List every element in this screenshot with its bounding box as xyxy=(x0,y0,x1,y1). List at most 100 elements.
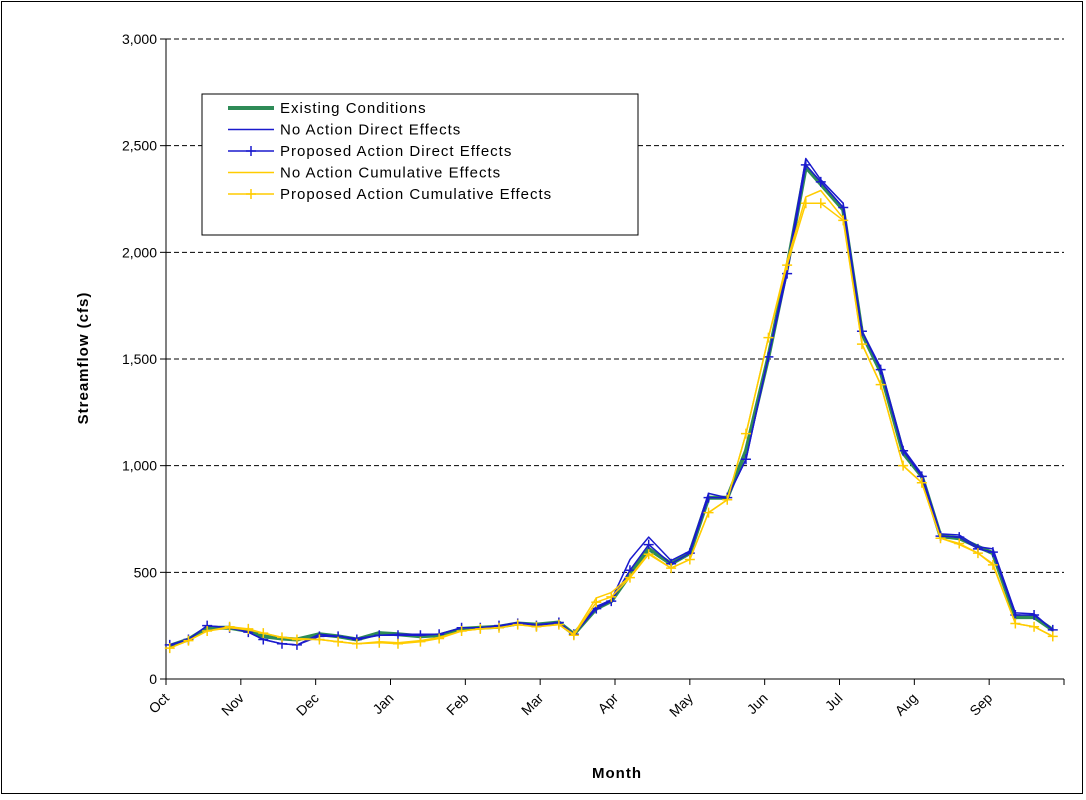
data-point-marker xyxy=(568,630,579,641)
data-point-marker xyxy=(512,619,523,630)
x-tick-label: Sep xyxy=(966,690,995,719)
legend-label: No Action Cumulative Effects xyxy=(280,165,501,182)
data-point-marker xyxy=(935,533,946,544)
legend-items: Existing Conditions No Action Direct Effe… xyxy=(228,100,552,203)
data-point-marker xyxy=(856,326,867,337)
y-tick-label: 3,000 xyxy=(122,31,157,47)
data-point-marker xyxy=(763,332,774,343)
data-point-marker xyxy=(434,633,445,644)
legend-marker xyxy=(246,189,256,199)
data-point-marker xyxy=(815,198,826,209)
data-point-marker xyxy=(722,494,733,505)
data-point-marker xyxy=(624,572,635,583)
data-point-marker xyxy=(591,597,602,608)
data-point-marker xyxy=(954,538,965,549)
data-point-marker xyxy=(838,215,849,226)
data-point-marker xyxy=(1029,621,1040,632)
data-point-marker xyxy=(898,460,909,471)
data-point-marker xyxy=(898,445,909,456)
data-point-marker xyxy=(475,623,486,634)
data-point-marker xyxy=(740,428,751,439)
data-point-marker xyxy=(531,621,542,632)
x-tick-label: Jan xyxy=(369,690,396,717)
x-tick-labels: Oct Nov Dec Jan Feb Mar Apr May Jun Jul Aug Sep xyxy=(145,690,995,720)
x-tick-label: Oct xyxy=(145,690,172,717)
data-point-marker xyxy=(291,634,302,645)
x-tick-label: Aug xyxy=(892,690,921,719)
data-point-marker xyxy=(494,622,505,633)
series-no-action-cumulative-effects xyxy=(169,189,1054,649)
data-point-marker xyxy=(800,159,811,170)
data-point-marker xyxy=(916,477,927,488)
legend-entry: No Action Cumulative Effects xyxy=(228,165,501,182)
x-tick-label: Nov xyxy=(218,690,247,719)
data-point-marker xyxy=(856,339,867,350)
y-axis-title: Streamflow (cfs) xyxy=(75,292,92,425)
data-point-marker xyxy=(183,635,194,646)
series-line xyxy=(169,189,1054,649)
y-tick-label: 1,000 xyxy=(122,458,157,474)
data-point-marker xyxy=(374,637,385,648)
data-point-marker xyxy=(703,492,714,503)
data-point-marker xyxy=(243,623,254,634)
data-point-marker xyxy=(838,202,849,213)
data-point-marker xyxy=(351,638,362,649)
data-point-marker xyxy=(643,549,654,560)
data-point-marker xyxy=(333,636,344,647)
series-line xyxy=(169,202,1054,649)
data-point-marker xyxy=(258,628,269,639)
data-point-marker xyxy=(553,619,564,630)
y-tick-label: 2,000 xyxy=(122,244,157,260)
legend-label: Proposed Action Direct Effects xyxy=(280,143,512,160)
y-tick-label: 0 xyxy=(149,671,157,687)
data-point-marker xyxy=(276,632,287,643)
legend-entry: No Action Direct Effects xyxy=(228,122,461,139)
data-point-marker xyxy=(224,621,235,632)
legend-entry: Proposed Action Cumulative Effects xyxy=(228,186,552,203)
data-point-marker xyxy=(1029,610,1040,620)
data-point-marker xyxy=(815,176,826,187)
data-point-marker xyxy=(1010,618,1021,629)
x-tick-label: Apr xyxy=(594,690,621,717)
legend-entry: Existing Conditions xyxy=(228,100,426,117)
data-point-marker xyxy=(763,351,774,362)
series-line xyxy=(169,165,1054,648)
data-point-marker xyxy=(875,379,886,390)
y-tick-labels: 0 500 1,000 1,500 2,000 2,500 3,000 xyxy=(122,31,157,687)
legend-entry: Proposed Action Direct Effects xyxy=(228,143,512,160)
data-point-marker xyxy=(987,559,998,570)
x-tick-label: Jul xyxy=(822,690,846,714)
x-tick-label: Dec xyxy=(293,690,322,719)
legend-label: No Action Direct Effects xyxy=(280,122,461,139)
data-point-marker xyxy=(415,636,426,647)
data-point-marker xyxy=(392,638,403,649)
data-point-marker xyxy=(703,507,714,518)
data-point-marker xyxy=(643,539,654,550)
data-point-marker xyxy=(875,364,886,375)
axes xyxy=(160,38,1065,685)
data-point-marker xyxy=(972,548,983,559)
series-existing-conditions xyxy=(169,165,1054,648)
legend-label: Proposed Action Cumulative Effects xyxy=(280,186,552,203)
data-point-marker xyxy=(740,454,751,465)
data-point-marker xyxy=(456,626,467,636)
legend-box xyxy=(201,93,639,236)
x-tick-label: May xyxy=(666,690,696,720)
data-point-marker xyxy=(314,634,325,645)
x-tick-label: Mar xyxy=(518,690,547,719)
x-tick-label: Feb xyxy=(443,690,472,719)
x-tick-label: Jun xyxy=(744,690,771,717)
data-point-marker xyxy=(666,563,677,574)
x-axis-title: Month xyxy=(592,765,642,782)
series-line xyxy=(169,164,1054,646)
series-lines xyxy=(164,157,1058,654)
y-tick-label: 2,500 xyxy=(122,138,157,154)
data-point-marker xyxy=(987,547,998,558)
legend: Existing Conditions No Action Direct Effe… xyxy=(201,93,639,236)
data-point-marker xyxy=(800,198,811,209)
data-point-marker xyxy=(164,643,175,654)
data-point-marker xyxy=(684,554,695,565)
series-proposed-action-cumulative-effects xyxy=(164,198,1058,654)
